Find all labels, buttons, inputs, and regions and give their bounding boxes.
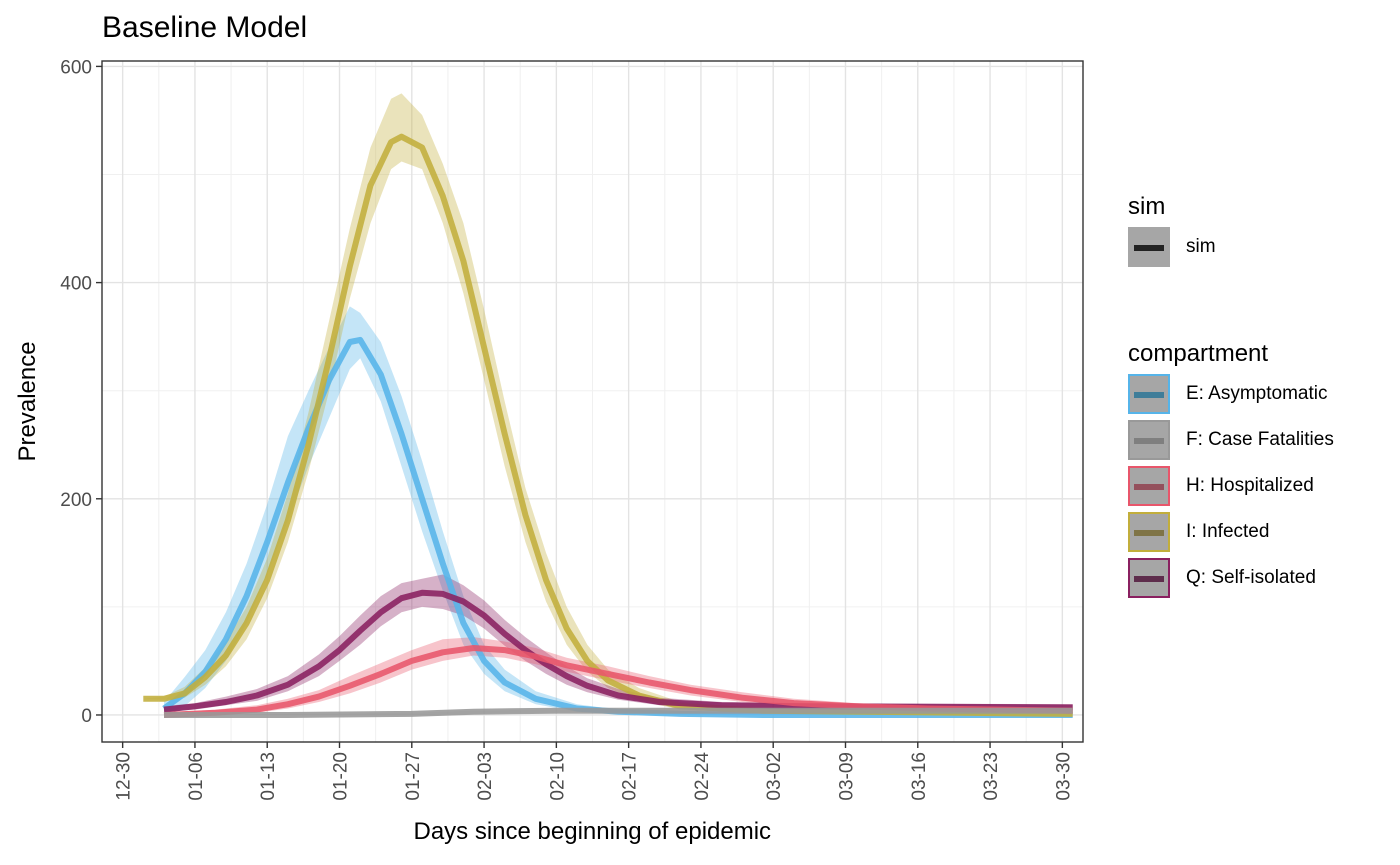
legend-key-case-fatalities xyxy=(1128,420,1170,460)
x-tick-label: 03-16 xyxy=(909,752,930,801)
legend-item-self-isolated: Q: Self-isolated xyxy=(1128,555,1334,601)
legend-label-sim: sim xyxy=(1186,236,1216,257)
x-tick-label: 03-23 xyxy=(981,752,1002,801)
legend-item-sim: sim xyxy=(1128,224,1216,270)
chart-title: Baseline Model xyxy=(102,11,308,44)
x-tick-label: 02-03 xyxy=(475,752,496,801)
legend-label-hospitalized: H: Hospitalized xyxy=(1186,475,1314,496)
y-tick-label: 200 xyxy=(60,490,92,511)
legend-key-self-isolated xyxy=(1128,558,1170,598)
x-tick-label: 02-17 xyxy=(620,752,641,801)
x-tick-label: 12-30 xyxy=(114,752,135,801)
line-q xyxy=(163,589,1073,713)
legend-item-asymptomatic: E: Asymptomatic xyxy=(1128,371,1334,417)
axes: 0 200 400 600 12-30 01-06 01-13 01-20 01-27 02-03… xyxy=(60,57,1074,800)
legend-key-hospitalized xyxy=(1128,466,1170,506)
legend-key-infected xyxy=(1128,512,1170,552)
x-tick-label: 02-24 xyxy=(692,752,713,801)
legend-compartment: compartment E: Asymptomatic F: Case Fata… xyxy=(1128,337,1334,601)
x-tick-label: 01-27 xyxy=(403,752,424,801)
legend-label-case-fatalities: F: Case Fatalities xyxy=(1186,429,1334,450)
legend-sim: sim sim xyxy=(1128,190,1216,270)
line-f xyxy=(164,707,1073,718)
x-tick-label: 01-13 xyxy=(258,752,279,801)
y-tick-label: 600 xyxy=(60,57,92,78)
y-axis-label: Prevalence xyxy=(14,341,41,462)
legend-item-hospitalized: H: Hospitalized xyxy=(1128,463,1334,509)
y-tick-label: 400 xyxy=(60,274,92,295)
legend-label-asymptomatic: E: Asymptomatic xyxy=(1186,383,1328,404)
x-tick-label: 02-10 xyxy=(547,752,568,801)
grid-lines xyxy=(102,61,1083,742)
x-tick-label: 01-06 xyxy=(186,752,207,801)
legend-item-case-fatalities: F: Case Fatalities xyxy=(1128,417,1334,463)
legend-label-infected: I: Infected xyxy=(1186,521,1270,542)
legend-key-asymptomatic xyxy=(1128,374,1170,414)
x-tick-label: 01-20 xyxy=(331,752,352,801)
legend-item-infected: I: Infected xyxy=(1128,509,1334,555)
legend-label-self-isolated: Q: Self-isolated xyxy=(1186,567,1316,588)
legend-key-sim xyxy=(1128,227,1170,267)
x-tick-label: 03-30 xyxy=(1053,752,1074,801)
legend-title-compartment: compartment xyxy=(1128,340,1269,367)
plot-border xyxy=(101,60,1084,743)
legend-title-sim: sim xyxy=(1128,193,1166,220)
x-tick-label: 03-09 xyxy=(836,752,857,801)
x-axis-label: Days since beginning of epidemic xyxy=(413,818,772,845)
series-lines xyxy=(143,133,1073,718)
line-h xyxy=(163,645,1073,718)
x-tick-label: 03-02 xyxy=(764,752,785,801)
y-tick-label: 0 xyxy=(81,706,92,727)
